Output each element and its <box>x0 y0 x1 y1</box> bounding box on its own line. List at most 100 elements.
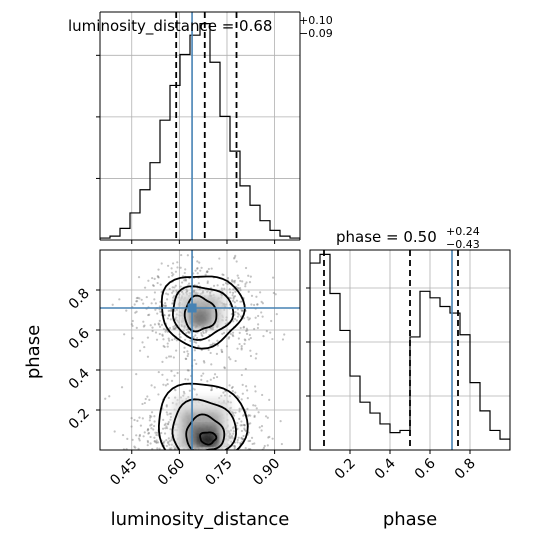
sample-point <box>145 295 148 299</box>
sample-point <box>204 331 208 334</box>
sample-point <box>170 271 174 274</box>
sample-point <box>170 370 173 373</box>
sample-point <box>158 325 162 328</box>
sample-point <box>185 288 188 291</box>
sample-point <box>150 384 153 387</box>
sample-point <box>234 305 237 308</box>
tick-marks <box>306 287 471 454</box>
sample-point <box>236 438 239 442</box>
sample-point <box>281 338 285 341</box>
sample-point <box>136 296 139 299</box>
sample-point <box>152 284 155 287</box>
contour-line <box>183 294 218 333</box>
sample-point <box>153 277 156 281</box>
sample-point <box>138 434 141 438</box>
sample-point <box>253 327 256 331</box>
sample-point <box>164 427 167 430</box>
sample-point <box>240 373 243 377</box>
sample-point <box>241 280 244 283</box>
sample-point <box>222 331 226 334</box>
sample-point <box>234 311 237 314</box>
sample-point <box>199 269 202 272</box>
sample-point <box>170 309 173 313</box>
sample-point <box>255 295 258 298</box>
sample-point <box>239 326 242 330</box>
sample-point <box>223 366 226 369</box>
sample-point <box>244 446 247 450</box>
sample-point <box>243 424 246 427</box>
sample-point <box>162 383 165 386</box>
sample-point <box>241 309 244 312</box>
sample-point <box>253 414 256 417</box>
sample-point <box>168 314 171 317</box>
sample-point <box>205 271 208 274</box>
sample-point <box>193 340 196 344</box>
sample-point <box>183 271 186 275</box>
sample-point <box>138 433 142 437</box>
sample-point <box>179 266 182 269</box>
sample-point <box>125 309 128 312</box>
sample-point <box>227 356 231 359</box>
sample-point <box>166 298 169 301</box>
sample-point <box>168 412 171 415</box>
sample-point <box>165 439 168 442</box>
sample-point <box>154 431 157 434</box>
sample-point <box>162 418 165 421</box>
sample-point <box>168 440 171 443</box>
sample-point <box>173 295 176 298</box>
sample-point <box>183 279 186 282</box>
sample-point <box>165 425 168 428</box>
quantile-lines <box>175 12 238 240</box>
sample-point <box>156 281 159 285</box>
sample-point <box>239 441 242 445</box>
sample-point <box>158 319 161 322</box>
sample-point <box>126 437 129 440</box>
sample-point <box>238 407 241 410</box>
sample-point <box>220 350 223 353</box>
sample-point <box>259 291 262 294</box>
sample-point <box>133 418 136 422</box>
sample-point <box>152 428 155 431</box>
sample-point <box>171 286 174 289</box>
sample-point <box>123 333 126 336</box>
sample-point <box>193 358 196 362</box>
sample-point <box>240 345 243 348</box>
sample-point <box>138 416 141 419</box>
sample-point <box>135 300 138 303</box>
sample-point <box>186 254 189 257</box>
sample-point <box>220 348 223 351</box>
sample-point <box>244 285 247 288</box>
sample-point <box>173 286 176 289</box>
sample-point <box>243 428 246 431</box>
sample-point <box>271 437 274 440</box>
sample-point <box>246 329 249 332</box>
sample-point <box>153 298 156 301</box>
sample-point <box>188 282 191 285</box>
sample-point <box>172 273 175 276</box>
sample-point <box>202 360 206 363</box>
sample-point <box>184 357 187 360</box>
sample-point <box>153 440 157 443</box>
sample-point <box>250 294 254 297</box>
sample-point <box>232 430 235 433</box>
sample-point <box>136 419 139 422</box>
sample-point <box>168 447 171 450</box>
sample-point <box>231 385 234 389</box>
sample-point <box>192 335 195 339</box>
sample-point <box>150 427 153 430</box>
sample-point <box>280 442 283 446</box>
sample-point <box>174 326 177 329</box>
sample-point <box>134 446 137 449</box>
sample-point <box>229 291 232 294</box>
sample-point <box>171 274 174 277</box>
sample-point <box>155 441 158 444</box>
sample-point <box>157 276 160 279</box>
sample-point <box>248 317 251 320</box>
x-tick-label: 0.2 <box>332 456 359 483</box>
contour-line <box>157 382 249 450</box>
sample-point <box>230 279 234 282</box>
sample-point <box>234 317 237 321</box>
sample-point <box>150 423 153 426</box>
sample-point <box>268 398 271 401</box>
sample-point <box>247 338 251 341</box>
